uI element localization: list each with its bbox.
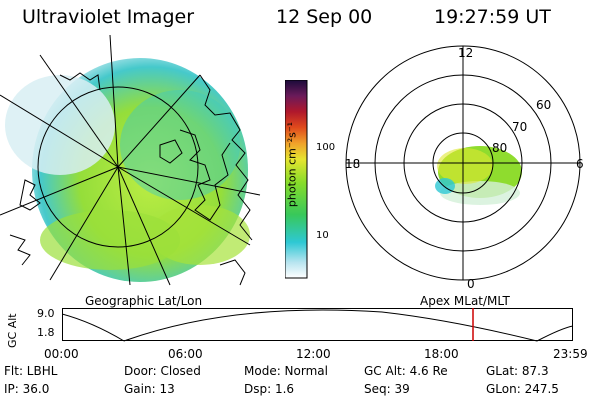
mlt-label-18: 18 <box>345 157 361 171</box>
app-title: Ultraviolet Imager <box>22 6 195 28</box>
time-tick-2359: 23:59 <box>553 347 588 361</box>
mlat-label-80: 80 <box>492 141 508 155</box>
date-display: 12 Sep 00 <box>276 6 373 28</box>
dsp-status: Dsp: 1.6 <box>244 382 295 396</box>
mlt-label-6: 6 <box>576 157 584 171</box>
mlt-label-0: 0 <box>467 277 475 291</box>
door-status: Door: Closed <box>124 364 201 378</box>
mode-status: Mode: Normal <box>244 364 328 378</box>
mlt-label-12: 12 <box>458 46 474 60</box>
time-tick-0600: 06:00 <box>168 347 203 361</box>
polar-plot <box>345 45 581 281</box>
gc-alt-tick-top: 9.0 <box>37 307 55 320</box>
gc-alt-tick-bottom: 1.8 <box>37 326 55 339</box>
glon-status: GLon: 247.5 <box>486 382 559 396</box>
ip-status: IP: 36.0 <box>4 382 50 396</box>
gain-status: Gain: 13 <box>124 382 175 396</box>
time-tick-0000: 00:00 <box>44 347 79 361</box>
geographic-panel-label: Geographic Lat/Lon <box>85 294 203 308</box>
gc-alt-axis-label: GC Alt <box>6 313 19 348</box>
altitude-curve <box>62 309 574 342</box>
orbit-altitude-strip <box>62 308 574 342</box>
coastlines <box>9 72 253 286</box>
aurora-emission-left <box>5 58 250 282</box>
magnetic-panel-label: Apex MLat/MLT <box>420 294 510 308</box>
colorbar-tick-100: 100 <box>316 142 336 153</box>
colorbar-tick-10: 10 <box>316 230 329 241</box>
filter-status: Flt: LBHL <box>4 364 58 378</box>
seq-status: Seq: 39 <box>364 382 410 396</box>
colorbar <box>285 80 308 279</box>
geographic-image <box>0 35 261 286</box>
gc-alt-status: GC Alt: 4.6 Re <box>364 364 448 378</box>
mlat-label-60: 60 <box>536 98 552 112</box>
polar-grid <box>345 45 581 281</box>
mlat-label-70: 70 <box>512 120 528 134</box>
time-tick-1800: 18:00 <box>424 347 459 361</box>
time-display: 19:27:59 UT <box>434 6 551 28</box>
glat-status: GLat: 87.3 <box>486 364 549 378</box>
colorbar-unit-label: photon cm⁻²s⁻¹ <box>285 121 299 208</box>
aurora-oval <box>435 146 522 205</box>
time-tick-1200: 12:00 <box>296 347 331 361</box>
lat-lon-grid <box>0 35 261 286</box>
